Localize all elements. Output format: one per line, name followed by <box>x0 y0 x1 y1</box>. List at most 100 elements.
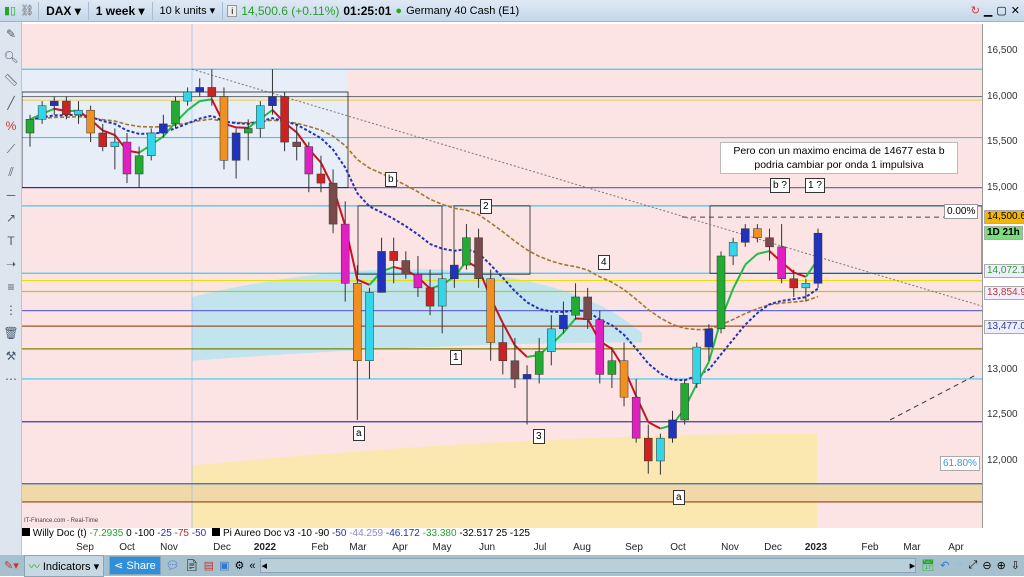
zoom-icon[interactable]: 🔍︎ <box>3 49 19 65</box>
indicators-button[interactable]: 〰 Indicators ▾ <box>24 555 104 577</box>
top-toolbar: ▮▯ ⛓ DAX ▾ 1 week ▾ 10 k units ▾ i 14,50… <box>0 0 1024 22</box>
wave-label-1-question: 1 ? <box>805 178 825 193</box>
info-icon[interactable]: i <box>227 5 237 17</box>
redo-icon[interactable]: ↷ <box>954 559 963 572</box>
candle-body <box>487 279 495 343</box>
time-tick: Jul <box>534 542 547 554</box>
candlestick-icon[interactable]: ▮▯ <box>4 4 16 17</box>
data-source: IT-Finance.com - Real-Time <box>24 518 98 525</box>
wave-label-b-question: b ? <box>770 178 790 193</box>
undo-icon[interactable]: ↶ <box>940 559 949 572</box>
candle-body <box>511 361 519 379</box>
analysis-note: Pero con un maximo encima de 14677 esta … <box>720 142 958 174</box>
blue-zone <box>22 69 348 187</box>
link-icon[interactable]: ⛓ <box>20 4 34 17</box>
line-icon[interactable]: ╱ <box>3 95 19 111</box>
zoom-in-icon[interactable]: ⊕ <box>997 559 1006 572</box>
drawing-mode-icon[interactable]: ✎▾ <box>4 559 19 572</box>
more-icon[interactable]: ⋯ <box>3 371 19 387</box>
fibonacci-icon[interactable]: % <box>3 118 19 134</box>
pencil-icon[interactable]: ✎ <box>3 26 19 42</box>
refresh-icon[interactable]: ↻ <box>971 4 980 17</box>
candle-body <box>669 420 677 438</box>
candle-body <box>426 288 434 306</box>
candle-body <box>414 274 422 288</box>
candle-body <box>814 233 822 283</box>
time-tick: Apr <box>948 542 964 554</box>
share-button[interactable]: ⋖ Share <box>109 556 161 575</box>
symbol: DAX <box>46 4 71 18</box>
ruler-icon[interactable]: 📏︎ <box>3 72 19 88</box>
time-tick: Sep <box>76 542 94 554</box>
horizontal-line-icon[interactable]: ─ <box>3 187 19 203</box>
willy-value: -100 <box>135 528 158 539</box>
compare-icon[interactable]: ▣ <box>219 559 229 572</box>
time-tick: Mar <box>903 542 920 554</box>
willy-value: 0 <box>126 528 134 539</box>
candle-body <box>620 361 628 397</box>
maximize-icon[interactable]: ▢ <box>996 4 1006 17</box>
pi-aureo-legend[interactable]: Pi Aureo Doc v3 -10 -90 -50 -44.259 -46.… <box>212 528 530 540</box>
time-tick: 2023 <box>805 542 827 554</box>
time-tick: Jun <box>479 542 495 554</box>
candle-body <box>123 142 131 174</box>
fib-fan-icon[interactable]: ≡ <box>3 279 19 295</box>
zoom-out-icon[interactable]: ⊖ <box>982 559 991 572</box>
channel-icon[interactable]: ⫽ <box>3 164 19 180</box>
collapse-icon[interactable]: « <box>249 560 255 572</box>
chat-icon[interactable]: 💬︎ <box>166 559 180 572</box>
trendline-icon[interactable]: ⟋ <box>3 141 19 157</box>
scrollbar[interactable]: ◂▸ <box>260 558 916 573</box>
autoscale-icon[interactable]: ⤢ <box>969 559 978 572</box>
calendar-icon[interactable]: 📅︎ <box>921 559 935 572</box>
ray-icon[interactable]: ↗ <box>3 210 19 226</box>
candle-body <box>293 142 301 147</box>
close-icon[interactable]: ✕ <box>1011 4 1020 17</box>
candle-body <box>99 133 107 147</box>
candle-body <box>256 106 264 129</box>
fib-time-icon[interactable]: ⋮ <box>3 302 19 318</box>
bottom-toolbar: ✎▾ 〰 Indicators ▾ ⋖ Share 💬︎ 📄︎ ▤ ▣ ⚙ « … <box>0 555 1024 576</box>
clock: 01:25:01 <box>343 4 391 18</box>
price-tick: 12,500 <box>987 409 1018 421</box>
tools-icon[interactable]: ⚙ <box>234 559 244 572</box>
fib-618-label: 61.80% <box>940 456 980 471</box>
candle-body <box>232 133 240 160</box>
time-tick: Oct <box>670 542 686 554</box>
time-tick: May <box>433 542 452 554</box>
tools-icon[interactable]: ⚒ <box>3 348 19 364</box>
price-tick: 16,500 <box>987 45 1018 57</box>
wave-label-3: 3 <box>533 429 545 444</box>
time-tick: Mar <box>349 542 366 554</box>
minimize-icon[interactable]: ▁ <box>984 4 992 17</box>
text-icon[interactable]: T <box>3 233 19 249</box>
orders-icon[interactable]: ▤ <box>204 559 214 572</box>
price-chart[interactable]: b 2 4 1 a 3 a b ? 1 ? 0.00% 61.80% Pero … <box>22 24 982 528</box>
timeframe-select[interactable]: 1 week ▾ <box>93 4 148 18</box>
time-tick: Dec <box>764 542 782 554</box>
symbol-select[interactable]: DAX ▾ <box>43 4 84 18</box>
price-tag: 1D 21h <box>984 226 1023 240</box>
price-tag: 13,854.9 <box>984 286 1024 300</box>
time-tick: Feb <box>311 542 328 554</box>
layout-icon[interactable]: ⇩ <box>1011 559 1020 572</box>
time-tick: Dec <box>213 542 231 554</box>
candle-body <box>208 87 216 96</box>
candle-body <box>365 292 373 360</box>
candle-body <box>390 251 398 260</box>
arrow-icon[interactable]: ➝ <box>3 256 19 272</box>
candle-body <box>802 283 810 288</box>
wave-label-a: a <box>353 426 365 441</box>
candle-body <box>547 329 555 352</box>
report-icon[interactable]: 📄︎ <box>185 559 199 572</box>
willy-legend[interactable]: Willy Doc (t) -7.2935 0 -100 -25 -75 -50 <box>22 528 206 540</box>
units-select[interactable]: 10 k units ▾ <box>157 4 219 17</box>
chart-canvas[interactable] <box>22 24 982 528</box>
wave-label-a-2: a <box>673 490 685 505</box>
last-price: 14,500.6 (+0.11%) <box>241 4 339 18</box>
candle-body <box>268 97 276 106</box>
delete-icon[interactable]: 🗑︎ <box>3 325 19 341</box>
candle-body <box>353 283 361 360</box>
